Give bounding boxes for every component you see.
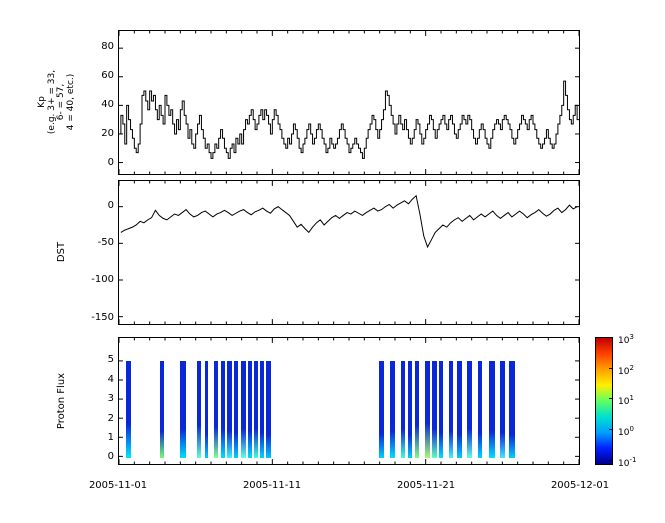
kp-ytick-label: 0 [107,157,114,169]
kp-line-plot [119,31,579,174]
x-tick-label: 2005-11-11 [242,480,302,491]
proton-flux-bar [509,361,515,459]
proton-flux-bar [240,361,247,459]
colorbar-tick-mark [609,429,613,431]
proton-flux-bar [179,361,186,459]
proton-flux-bar [467,361,473,459]
proton-flux-bar [233,361,239,459]
proton-flux-bar [489,361,495,459]
pf-ytick-label: 4 [107,373,114,385]
proton-flux-bar [247,361,253,459]
kp-ytick-label: 40 [101,99,114,111]
kp-panel [118,30,580,175]
proton-flux-bar [266,361,271,459]
colorbar-tick-label: 101 [618,394,634,408]
colorbar-tick-mark [609,367,613,369]
proton-flux-bar [390,361,396,459]
x-tick-label: 2005-12-01 [550,480,610,491]
colorbar-tick-mark [609,398,613,400]
pf-ytick-label: 1 [107,431,114,443]
colorbar-tick-label: 103 [618,333,634,346]
x-tick-label: 2005-11-21 [396,480,456,491]
proton-flux-bar [259,361,265,459]
proton-flux-bar [125,361,132,459]
pf-ytick-label: 0 [107,451,114,463]
proton-flux-bar [414,361,420,459]
pf-ytick-label: 3 [107,393,114,405]
proton-flux-bar [159,361,165,459]
kp-ytick-label: 60 [101,70,114,82]
dst-axis-label: DST [55,241,67,263]
kp-ytick-label: 80 [101,41,114,53]
proton-flux-bar [407,361,412,459]
proton-flux-bar [457,361,462,459]
proton-flux-bar [253,361,259,459]
proton-flux-bar [400,361,406,459]
kp-ytick-label: 20 [101,128,114,140]
pf-ytick-label: 5 [107,354,114,366]
proton-flux-bar [500,361,505,459]
dst-panel [118,180,580,325]
proton-flux-bar [213,361,219,459]
colorbar-tick-mark [609,337,613,338]
colorbar-tick-mark [609,459,613,461]
proton-flux-bar [204,361,209,459]
kp-axis-label: Kp (e.g. 3+ = 33, 6- = 57, 4 = 40, etc.) [37,69,76,135]
dst-ytick-label: -150 [91,311,114,323]
proton-flux-bar [196,361,202,459]
dst-ytick-label: -100 [91,274,114,286]
proton-flux-bar [379,361,384,459]
dst-ytick-label: 0 [107,200,114,211]
dst-ytick-label: -50 [97,237,114,249]
colorbar-tick-label: 100 [618,425,634,439]
proton-flux-bar [432,361,437,459]
proton-flux-bar [220,361,226,459]
colorbar-tick-label: 10-1 [618,455,637,469]
x-tick-label: 2005-11-01 [88,480,148,491]
proton-flux-ticks-overlay [119,338,579,464]
proton-flux-bar [226,361,233,459]
proton-flux-bar [477,361,483,459]
proton-flux-bar [448,361,454,459]
proton-flux-axis-label: Proton Flux [55,372,67,430]
proton-flux-panel [118,337,580,465]
colorbar-tick-label: 102 [618,363,634,377]
proton-flux-bars [119,338,579,464]
proton-flux-bar [439,361,444,459]
colorbar [595,337,613,465]
proton-flux-bar [424,361,431,459]
dst-line-plot [119,181,579,324]
pf-ytick-label: 2 [107,412,114,424]
